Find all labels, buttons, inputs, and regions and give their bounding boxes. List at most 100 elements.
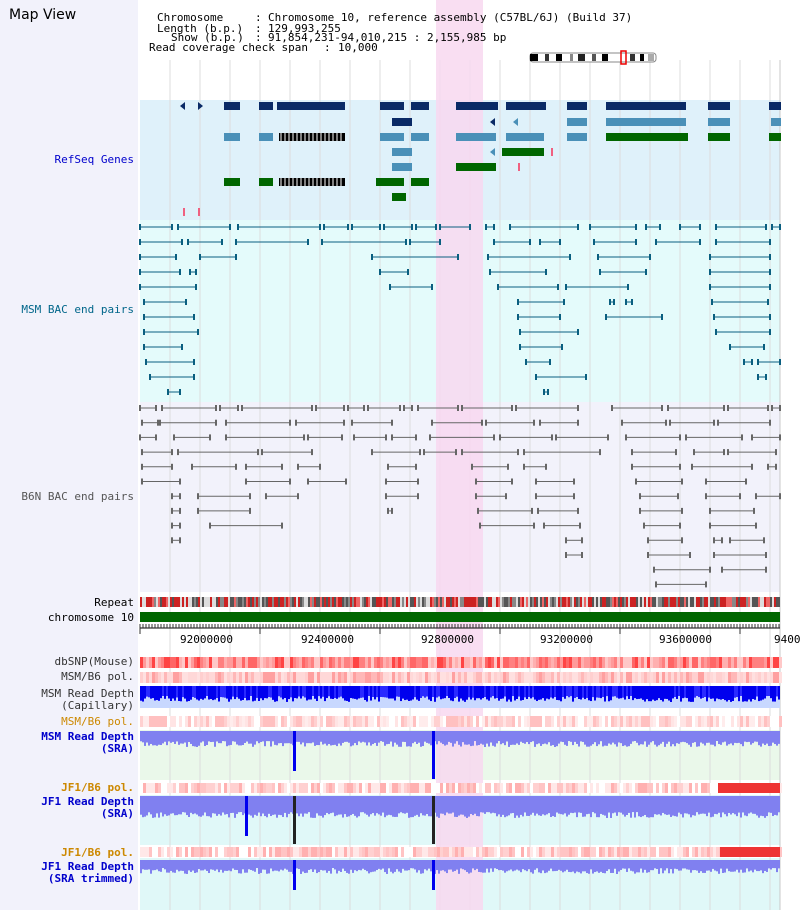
jf1-b6-pol-block bbox=[692, 783, 695, 793]
msm-capillary-depth-bar bbox=[262, 686, 264, 701]
jf1-sra-depth-bar bbox=[342, 796, 344, 818]
track-label-refseq[interactable]: RefSeq Genes bbox=[54, 153, 134, 166]
track-label-jf1-read-depth-trim[interactable]: JF1 Read Depth bbox=[41, 860, 134, 873]
repeat-block bbox=[356, 597, 358, 607]
msm-capillary-depth-bar bbox=[762, 699, 764, 708]
header-separator-4: : bbox=[324, 41, 331, 54]
msm-sra-depth-bar bbox=[198, 731, 200, 746]
msm-sra-depth-bar bbox=[274, 731, 276, 745]
track-label-dbsnp[interactable]: dbSNP(Mouse) bbox=[54, 655, 134, 668]
repeat-block bbox=[282, 597, 284, 607]
msm-capillary-depth-bar bbox=[212, 686, 214, 701]
msm-sra-depth-bar bbox=[418, 731, 420, 743]
dbsnp-block bbox=[605, 657, 608, 668]
jf1-b6-pol2-block bbox=[668, 847, 671, 857]
msm-capillary-depth-bar bbox=[466, 699, 468, 708]
repeat-block bbox=[696, 597, 698, 607]
msm-b6-pol-block bbox=[539, 672, 542, 683]
msm-sra-depth-bar bbox=[234, 731, 236, 742]
repeat-block bbox=[388, 597, 390, 607]
track-label-repeat[interactable]: Repeat bbox=[94, 596, 134, 609]
jf1-b6-pol2-block bbox=[428, 847, 431, 857]
jf1-b6-pol2-block bbox=[389, 847, 392, 857]
jf1-b6-pol2-block bbox=[227, 847, 230, 857]
jf1-sra-depth-bar bbox=[576, 796, 578, 818]
msm-b6-pol2-block bbox=[266, 716, 269, 727]
msm-capillary-depth-bar bbox=[556, 686, 558, 701]
jf1-b6-pol-block bbox=[419, 783, 422, 793]
jf1-b6-pol2-block bbox=[593, 847, 596, 857]
jf1-sra-depth-bar bbox=[386, 796, 388, 816]
msm-capillary-depth-bar bbox=[424, 697, 426, 708]
track-label-chromosome[interactable]: chromosome 10 bbox=[47, 611, 134, 624]
jf1-trim-depth-bar bbox=[740, 860, 742, 870]
msm-sra-depth-bar bbox=[648, 731, 650, 745]
jf1-sra-depth-bar bbox=[500, 796, 502, 817]
jf1-trim-depth-bar bbox=[700, 860, 702, 872]
repeat-block bbox=[480, 597, 482, 607]
msm-capillary-depth-bar bbox=[526, 699, 528, 708]
msm-capillary-depth-bar bbox=[318, 696, 320, 708]
msm-sra-depth-bar bbox=[596, 731, 598, 747]
jf1-b6-pol-block bbox=[668, 783, 671, 793]
msm-b6-pol2-block bbox=[641, 716, 644, 727]
jf1-trim-depth-bar bbox=[646, 860, 648, 873]
msm-capillary-depth-bar bbox=[268, 697, 270, 708]
msm-b6-pol-block bbox=[569, 672, 572, 683]
refseq-gene bbox=[392, 148, 412, 156]
jf1-b6-pol-block bbox=[155, 783, 158, 793]
dbsnp-block bbox=[533, 657, 536, 668]
jf1-b6-pol2-block bbox=[623, 847, 626, 857]
repeat-block bbox=[630, 597, 632, 607]
msm-capillary-depth-bar bbox=[396, 696, 398, 708]
msm-sra-depth-bar bbox=[542, 731, 544, 745]
jf1-sra-depth-bar bbox=[644, 796, 646, 815]
msm-b6-pol2-block bbox=[449, 716, 452, 727]
msm-sra-depth-bar bbox=[638, 731, 640, 746]
track-label-msm-b6-pol-2[interactable]: MSM/B6 pol. bbox=[61, 715, 134, 728]
jf1-trim-depth-bar bbox=[528, 860, 530, 870]
msm-capillary-depth-bar bbox=[488, 700, 490, 708]
jf1-trim-depth-bar bbox=[364, 860, 366, 870]
chromosome-key: Chromosome bbox=[157, 11, 224, 24]
dbsnp-block bbox=[689, 657, 692, 668]
msm-b6-pol2-block bbox=[347, 716, 350, 727]
jf1-trim-depth-bar bbox=[304, 860, 306, 874]
track-label-msm-bac[interactable]: MSM BAC end pairs bbox=[21, 303, 134, 316]
refseq-gene bbox=[279, 133, 345, 141]
repeat-block bbox=[714, 597, 716, 607]
msm-capillary-depth-bar bbox=[362, 686, 364, 698]
dbsnp-block bbox=[350, 657, 353, 668]
jf1-trim-depth-bar bbox=[530, 860, 532, 873]
jf1-trim-depth-bar bbox=[562, 860, 564, 873]
msm-b6-pol2-block bbox=[419, 716, 422, 727]
msm-b6-pol-block bbox=[563, 672, 566, 683]
track-label-msm-read-depth-cap[interactable]: MSM Read Depth bbox=[41, 687, 134, 700]
msm-b6-pol2-block bbox=[668, 716, 671, 727]
track-label-msm-read-depth-sra[interactable]: MSM Read Depth bbox=[41, 730, 134, 743]
repeat-block bbox=[372, 597, 374, 607]
dbsnp-block bbox=[302, 657, 305, 668]
msm-b6-pol2-block bbox=[314, 716, 317, 727]
msm-b6-pol2-block bbox=[344, 716, 347, 727]
jf1-trim-depth-bar bbox=[428, 860, 430, 869]
msm-capillary-depth-bar bbox=[492, 696, 494, 708]
jf1-b6-pol-block bbox=[701, 783, 704, 793]
track-label-msm-b6-pol-1[interactable]: MSM/B6 pol. bbox=[61, 670, 134, 683]
dbsnp-block bbox=[248, 657, 251, 668]
track-label-jf1-b6-pol-2[interactable]: JF1/B6 pol. bbox=[61, 846, 134, 859]
msm-sra-depth-bar bbox=[502, 731, 504, 744]
msm-sra-depth-bar bbox=[706, 731, 708, 743]
track-label-jf1-b6-pol-1[interactable]: JF1/B6 pol. bbox=[61, 781, 134, 794]
jf1-b6-pol-block bbox=[563, 783, 566, 793]
msm-capillary-depth-bar bbox=[566, 696, 568, 708]
repeat-block bbox=[636, 597, 638, 607]
track-label-jf1-read-depth-sra[interactable]: JF1 Read Depth bbox=[41, 795, 134, 808]
jf1-sra-depth-bar bbox=[322, 796, 324, 818]
msm-b6-pol-block bbox=[548, 672, 551, 683]
msm-sra-depth-bar bbox=[722, 731, 724, 743]
msm-capillary-depth-bar bbox=[222, 686, 224, 698]
track-label-b6n-bac[interactable]: B6N BAC end pairs bbox=[21, 490, 134, 503]
msm-b6-pol2-block bbox=[563, 716, 566, 727]
